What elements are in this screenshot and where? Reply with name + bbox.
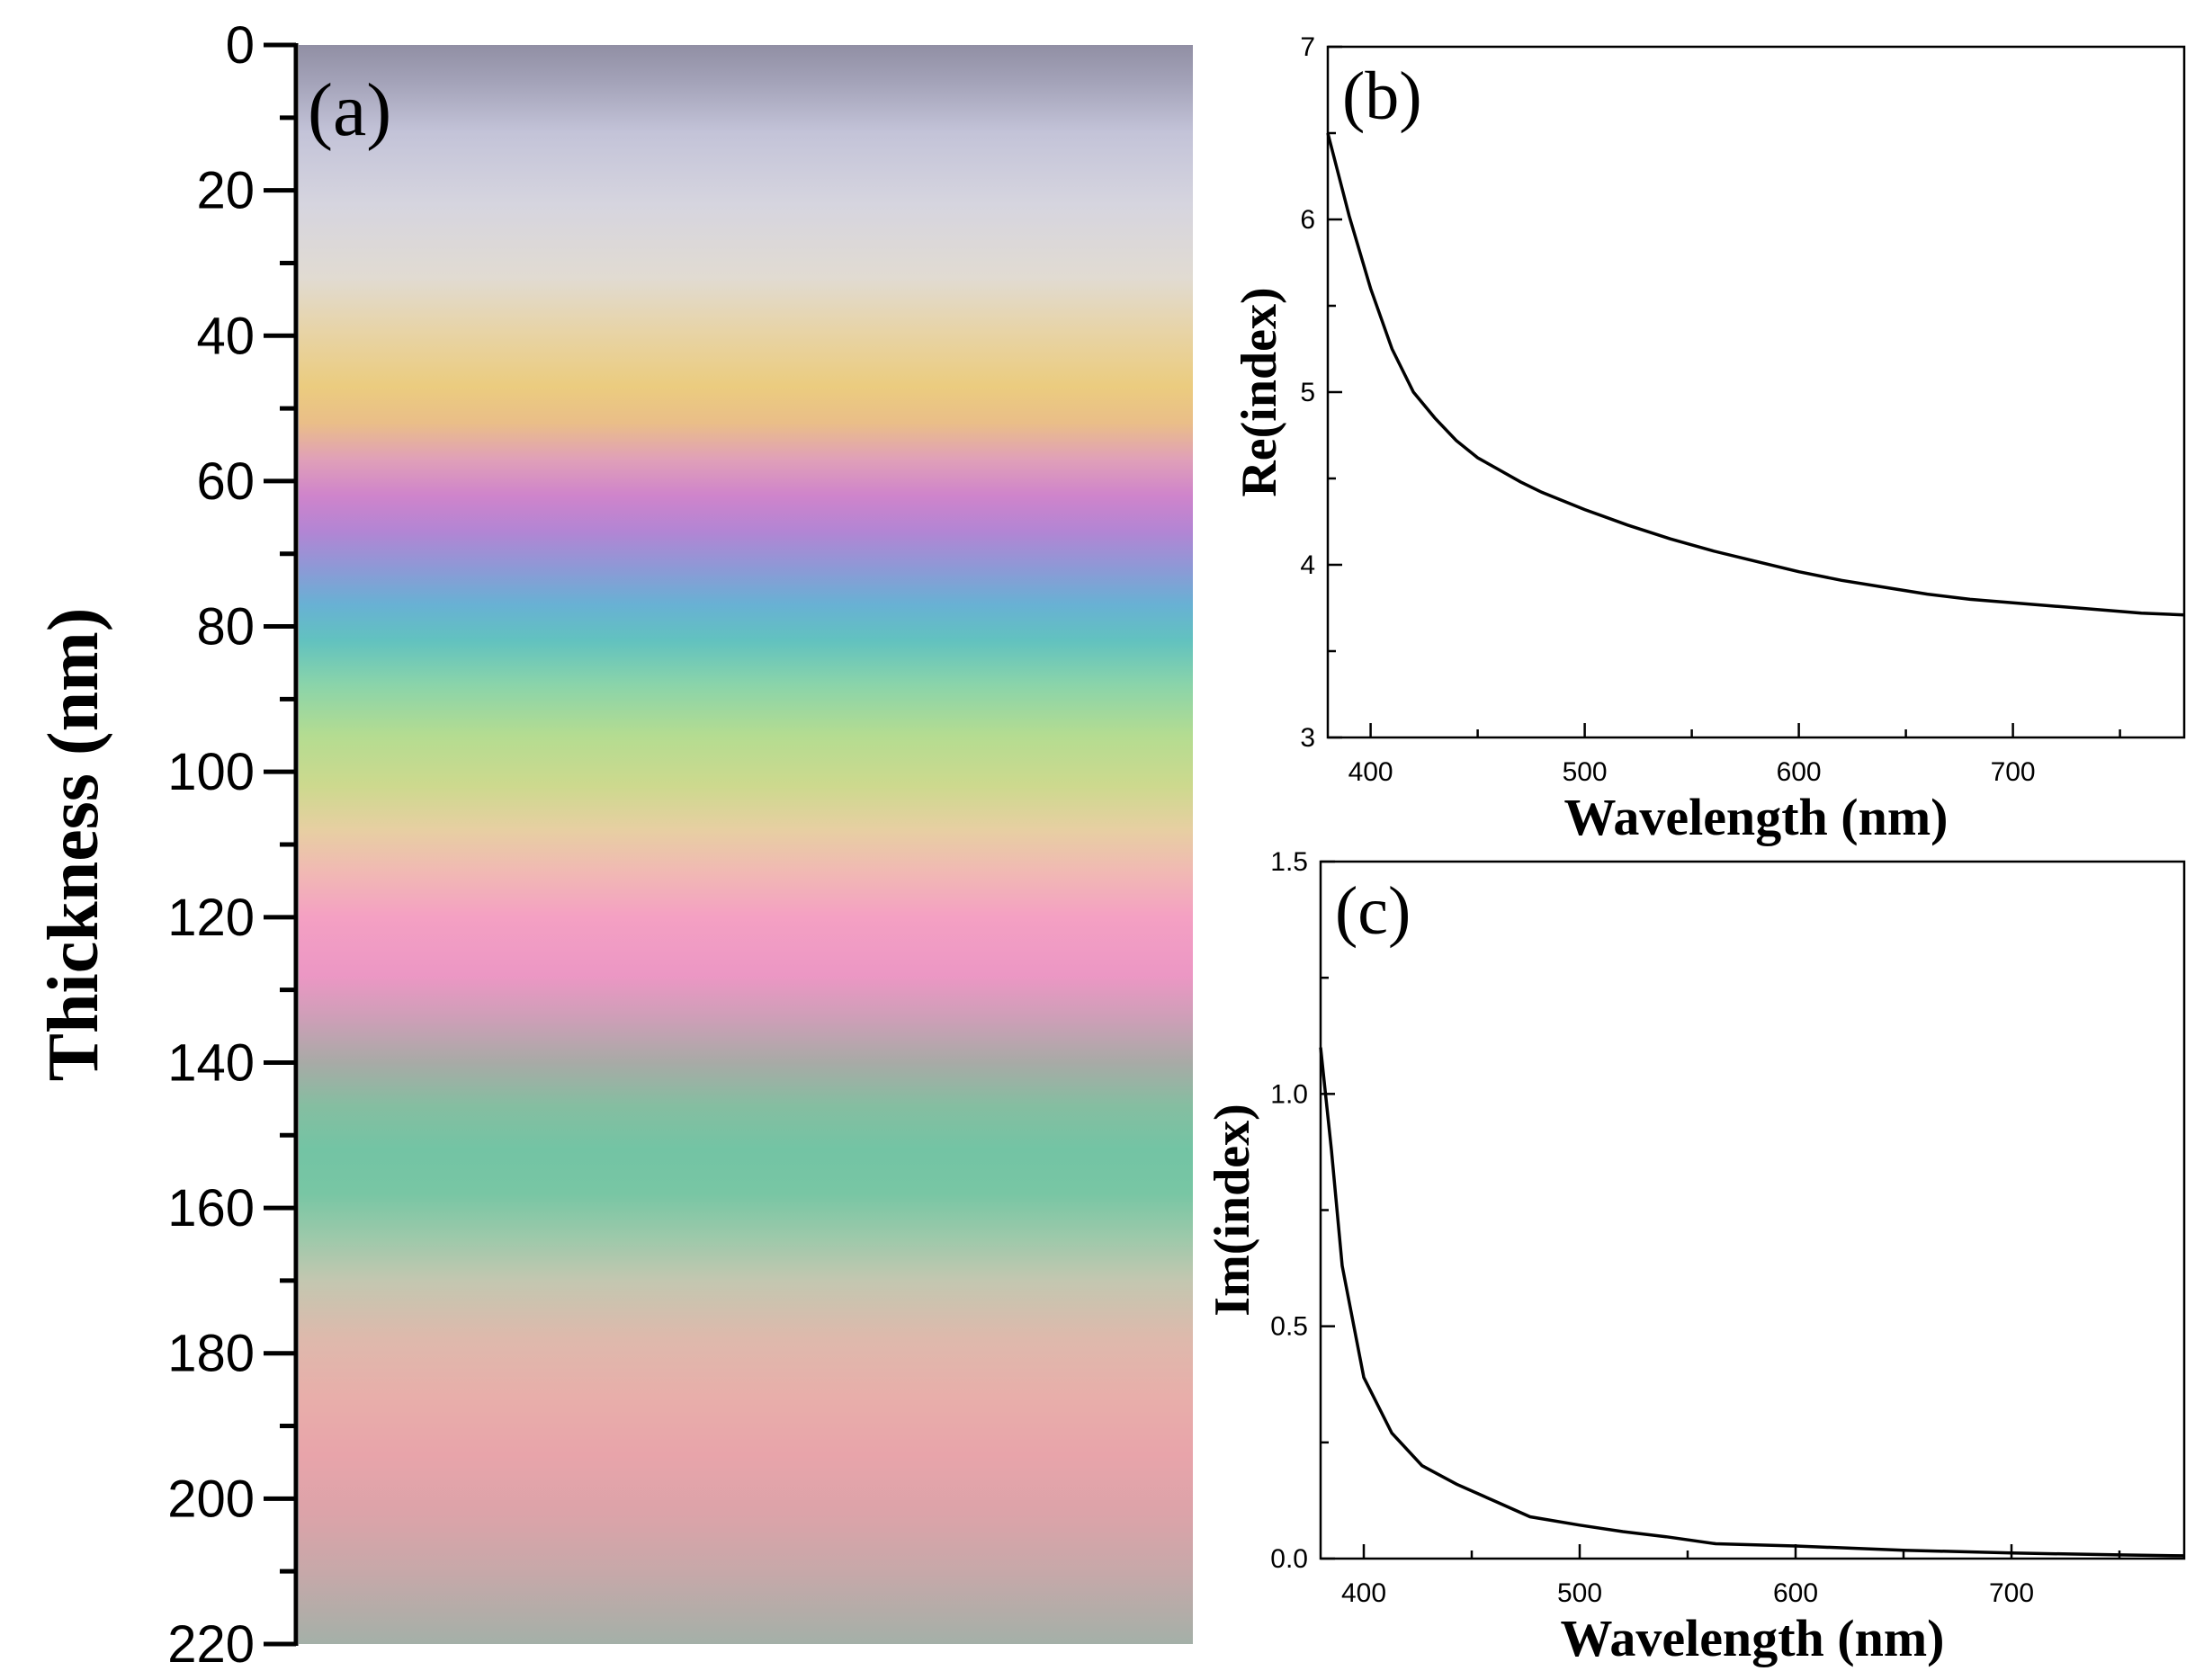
a-y-tick-label: 180 xyxy=(167,1325,255,1383)
c-y-tick-label: 1.0 xyxy=(1270,1079,1308,1109)
panel-a: 0 20 40 60 80 100 120 140 160 180 200 220 (a) Thick… xyxy=(34,16,1193,1674)
c-y-tick-label: 1.5 xyxy=(1270,847,1308,877)
c-y-tick-label: 0.0 xyxy=(1270,1544,1308,1574)
b-x-axis-label: Wavelength (nm) xyxy=(1564,788,1949,846)
panel-label-c: (c) xyxy=(1335,873,1411,949)
c-x-axis-label: Wavelength (nm) xyxy=(1561,1609,1945,1667)
b-axis-ticks xyxy=(1328,45,2121,739)
c-series-line xyxy=(1319,1047,2185,1558)
thickness-color-strip xyxy=(299,45,1193,1644)
a-y-tick-label: 140 xyxy=(167,1033,255,1092)
a-y-axis-label: Thickness (nm) xyxy=(34,608,113,1082)
b-y-tick-label: 6 xyxy=(1300,205,1315,235)
a-y-tick-label: 200 xyxy=(167,1470,255,1528)
a-y-tick-label: 80 xyxy=(196,598,255,657)
panel-b: 400 500 600 700 3 4 5 6 7 (b) Wavelength (nm) R… xyxy=(1232,32,2186,846)
c-axis-ticks xyxy=(1321,860,2121,1560)
b-y-axis-label: Re(index) xyxy=(1232,287,1287,496)
b-x-tick-label: 400 xyxy=(1348,757,1393,787)
b-y-tick-label: 4 xyxy=(1300,550,1315,580)
c-x-tick-label: 600 xyxy=(1773,1578,1818,1608)
b-y-tick-label: 3 xyxy=(1300,723,1315,753)
c-y-axis-label: Im(index) xyxy=(1205,1104,1260,1316)
b-y-tick-label: 7 xyxy=(1300,32,1315,62)
c-x-tick-labels: 400 500 600 700 xyxy=(1341,1578,2034,1608)
b-x-tick-label: 600 xyxy=(1777,757,1822,787)
a-y-tick-label: 60 xyxy=(196,452,255,511)
c-x-tick-label: 700 xyxy=(1989,1578,2034,1608)
b-x-tick-label: 500 xyxy=(1563,757,1608,787)
b-y-tick-labels: 3 4 5 6 7 xyxy=(1300,32,1315,753)
b-plot-frame xyxy=(1326,45,2186,739)
b-series-line xyxy=(1326,132,2185,617)
c-y-tick-labels: 0.0 0.5 1.0 1.5 xyxy=(1270,847,1308,1574)
c-x-tick-label: 500 xyxy=(1557,1578,1602,1608)
a-y-tick-label: 0 xyxy=(226,16,255,75)
a-y-tick-label: 220 xyxy=(167,1615,255,1674)
a-y-tick-label: 40 xyxy=(196,307,255,365)
a-y-tick-labels: 0 20 40 60 80 100 120 140 160 180 200 220 xyxy=(167,16,255,1674)
b-x-tick-labels: 400 500 600 700 xyxy=(1348,757,2036,787)
b-y-tick-label: 5 xyxy=(1300,378,1315,407)
c-x-tick-label: 400 xyxy=(1341,1578,1386,1608)
panel-label-a: (a) xyxy=(308,68,391,152)
c-y-tick-label: 0.5 xyxy=(1270,1312,1308,1342)
a-y-tick-label: 20 xyxy=(196,162,255,220)
b-x-tick-label: 700 xyxy=(1991,757,2036,787)
a-y-ticks xyxy=(264,42,296,1647)
a-y-tick-label: 120 xyxy=(167,889,255,947)
a-y-tick-label: 100 xyxy=(167,743,255,801)
panel-label-b: (b) xyxy=(1342,58,1422,134)
a-y-tick-label: 160 xyxy=(167,1179,255,1238)
panel-c: 400 500 600 700 0.0 0.5 1.0 1.5 (c) Wavelength… xyxy=(1205,847,2186,1667)
c-plot-frame xyxy=(1319,860,2186,1560)
